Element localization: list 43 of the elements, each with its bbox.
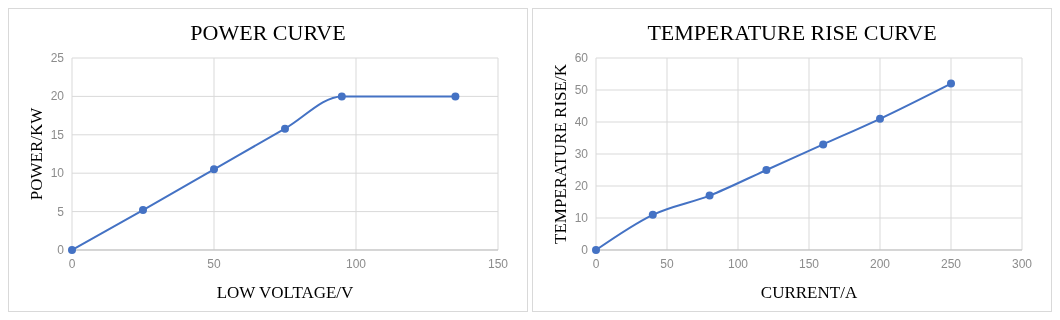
point [876,114,884,123]
y-tick-label: 40 [574,115,589,129]
point [68,246,76,254]
point [947,79,955,88]
x-tick-label: 100 [727,257,749,271]
y-tick-label: 20 [574,179,589,193]
x-tick-label: 200 [869,257,891,271]
x-tick-label: 50 [660,257,674,271]
y-tick-label: 25 [50,51,65,65]
chart-title: TEMPERATURE RISE CURVE [647,20,937,45]
x-tick-label: 300 [1011,257,1033,271]
x-axis-title: CURRENT/A [760,283,858,302]
y-tick-label: 0 [57,243,65,257]
y-tick-label: 50 [574,83,589,97]
point [451,92,460,101]
x-tick-label: 100 [345,257,367,271]
x-tick-label: 0 [592,257,600,271]
y-tick-label: 10 [50,166,65,181]
point [762,166,771,174]
point [139,206,147,215]
chart-title: POWER CURVE [190,20,346,45]
y-tick-label: 60 [574,51,589,65]
y-tick-label: 30 [574,147,589,161]
y-tick-label: 5 [57,204,65,219]
y-tick-label: 10 [574,211,589,225]
x-axis-title: LOW VOLTAGE/V [216,283,355,302]
y-tick-label: 20 [50,89,65,104]
x-tick-label: 150 [487,257,509,271]
y-tick-label: 0 [581,243,589,257]
x-tick-label: 150 [798,257,820,271]
point [819,140,828,149]
y-tick-label: 15 [50,127,65,142]
point [592,246,600,254]
point [337,92,346,101]
point [281,124,289,133]
point [705,191,714,200]
y-axis-title: POWER/KW [27,106,46,201]
point [648,210,657,219]
point [210,165,218,174]
x-tick-label: 0 [68,257,76,271]
x-tick-label: 250 [940,257,962,271]
y-axis-title: TEMPERATURE RISE/K [551,63,570,244]
x-tick-label: 50 [207,257,221,271]
